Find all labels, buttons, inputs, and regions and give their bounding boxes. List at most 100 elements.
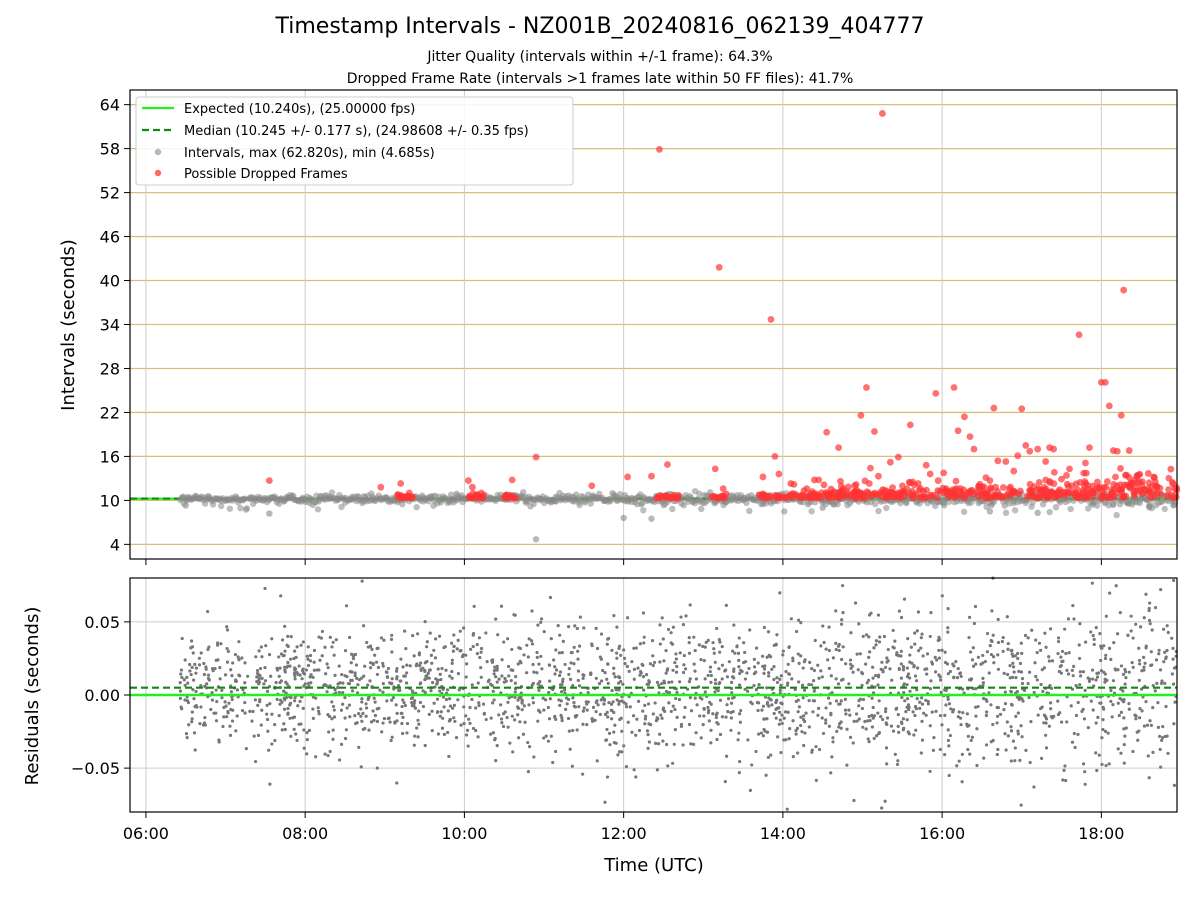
residual-point — [213, 666, 217, 671]
dropped-frame-point — [1103, 493, 1110, 501]
residual-point — [1166, 751, 1170, 755]
dropped-frame-point — [942, 485, 950, 493]
residual-point — [655, 680, 660, 684]
residual-point — [315, 668, 319, 672]
residual-point — [743, 650, 747, 655]
residual-point — [604, 738, 608, 742]
residual-point — [1009, 759, 1013, 763]
residual-point — [234, 678, 238, 682]
legend-box — [135, 96, 574, 186]
residual-point — [507, 674, 511, 678]
residual-point — [995, 705, 999, 710]
residual-point — [334, 638, 338, 642]
residual-point — [831, 740, 835, 744]
residual-point — [1099, 669, 1104, 673]
residual-point — [405, 681, 409, 685]
residual-point — [778, 718, 782, 722]
residual-point — [547, 717, 552, 721]
residual-point — [341, 681, 345, 685]
residual-point — [214, 688, 218, 692]
residual-point — [876, 683, 880, 687]
residual-point — [610, 688, 614, 693]
residual-point — [1148, 601, 1152, 605]
residual-point — [262, 682, 266, 686]
residual-point — [747, 666, 751, 671]
residual-point — [357, 678, 361, 682]
residual-point — [328, 749, 332, 754]
residual-point — [799, 620, 803, 625]
residual-point — [981, 653, 985, 658]
residual-point — [440, 666, 444, 671]
residual-point — [560, 651, 564, 655]
residual-point — [317, 635, 321, 639]
residual-point — [594, 626, 598, 630]
residual-point — [960, 780, 964, 784]
residual-point — [288, 716, 292, 720]
residual-point — [956, 667, 960, 671]
residual-point — [746, 689, 750, 693]
legend-dropped-label: Possible Dropped Frames — [184, 167, 348, 182]
residual-point — [969, 738, 973, 743]
residual-point — [796, 710, 800, 714]
residual-point — [1006, 647, 1010, 651]
residual-point — [530, 683, 534, 687]
dropped-frame-point — [775, 470, 783, 478]
residual-point — [706, 673, 710, 678]
residual-point — [516, 705, 520, 709]
residual-point — [444, 668, 448, 672]
residual-point — [996, 640, 1001, 645]
residual-point — [203, 723, 207, 727]
residual-point — [641, 663, 645, 667]
residual-point — [489, 716, 493, 720]
residual-point — [829, 771, 833, 775]
residual-point — [591, 705, 596, 709]
residual-point — [807, 698, 811, 703]
residual-point — [467, 717, 471, 721]
residual-point — [430, 661, 434, 665]
residual-point — [553, 665, 557, 669]
residual-point — [827, 625, 831, 629]
residual-point — [827, 648, 831, 653]
residual-point — [499, 691, 503, 695]
residual-point — [653, 701, 657, 705]
dropped-frame-point — [1026, 447, 1034, 455]
residual-point — [827, 724, 831, 728]
residual-point — [799, 654, 803, 658]
residual-point — [981, 676, 985, 680]
residual-point — [396, 683, 401, 688]
residual-point — [699, 736, 703, 740]
residual-point — [567, 729, 571, 733]
residual-point — [190, 665, 194, 669]
residual-point — [679, 615, 683, 619]
residual-point — [899, 720, 904, 724]
dropped-frame-point — [464, 477, 472, 484]
dropped-frame-point — [1042, 458, 1050, 465]
residual-point — [1001, 649, 1005, 653]
residual-point — [767, 674, 771, 678]
dropped-frame-point — [940, 469, 948, 477]
residual-point — [937, 656, 941, 660]
residual-point — [1138, 625, 1143, 629]
residual-point — [1155, 681, 1159, 685]
dropped-frame-point — [1082, 469, 1090, 477]
residual-point — [709, 680, 713, 684]
residual-point — [183, 658, 187, 662]
residual-point — [1078, 674, 1083, 678]
dropped-frame-point — [1066, 465, 1073, 473]
residual-point — [410, 689, 414, 693]
legend-intervals-swatch — [154, 148, 162, 156]
residual-point — [185, 675, 189, 679]
residual-point — [297, 722, 301, 726]
residual-point — [581, 772, 585, 776]
residual-point — [1083, 688, 1087, 692]
residual-point — [433, 656, 438, 660]
residual-point — [985, 631, 990, 636]
residual-point — [1077, 643, 1081, 647]
residual-point — [612, 666, 616, 670]
residual-point — [1131, 749, 1135, 754]
residual-point — [280, 638, 285, 642]
residual-point — [634, 775, 638, 779]
residual-point — [717, 667, 721, 671]
residual-point — [417, 709, 421, 713]
residual-point — [982, 756, 986, 760]
